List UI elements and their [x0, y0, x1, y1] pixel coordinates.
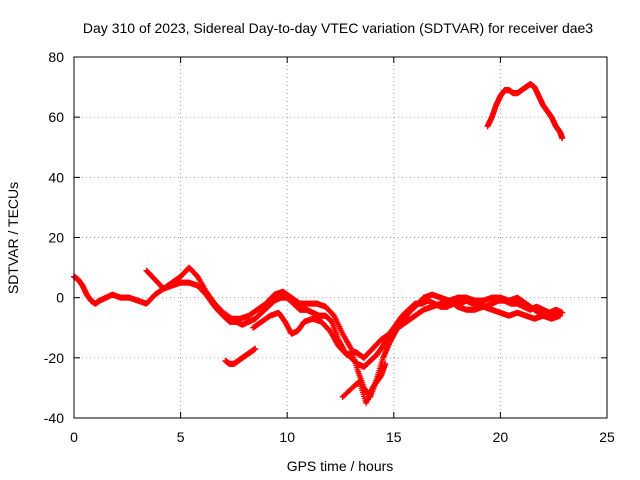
y-tick-label: 40: [48, 169, 64, 185]
x-tick-label: 10: [279, 429, 295, 445]
y-axis-title: SDTVAR / TECUs: [5, 182, 21, 294]
y-tick-label: -40: [44, 410, 64, 426]
x-tick-label: 5: [177, 429, 185, 445]
data-point: [559, 135, 566, 142]
y-tick-label: -20: [44, 350, 64, 366]
data-point: [382, 360, 389, 367]
chart-title: Day 310 of 2023, Sidereal Day-to-day VTE…: [83, 20, 593, 36]
x-tick-label: 20: [493, 429, 509, 445]
x-tick-label: 25: [599, 429, 615, 445]
data-point: [557, 312, 564, 319]
data-markers: [71, 81, 566, 406]
y-tick-label: 20: [48, 230, 64, 246]
y-tick-label: 60: [48, 109, 64, 125]
y-tick-label: 0: [56, 290, 64, 306]
series-dip-spike-points: [339, 360, 389, 406]
series-arc-21h-upper: [484, 81, 566, 142]
plot-border: [73, 56, 608, 419]
series-main-track-b: [143, 264, 564, 400]
data-point: [252, 345, 259, 352]
series-short-arc-7h: [222, 345, 259, 367]
series-main-track-c: [250, 297, 564, 361]
x-tick-label: 15: [386, 429, 402, 445]
x-tick-label: 0: [70, 429, 78, 445]
grid: [74, 57, 607, 418]
axes: 0 5 10 15 20 25 -40 -20 0 20 40 60 80: [44, 49, 615, 445]
y-tick-label: 80: [48, 49, 64, 65]
x-axis-title: GPS time / hours: [287, 458, 394, 474]
